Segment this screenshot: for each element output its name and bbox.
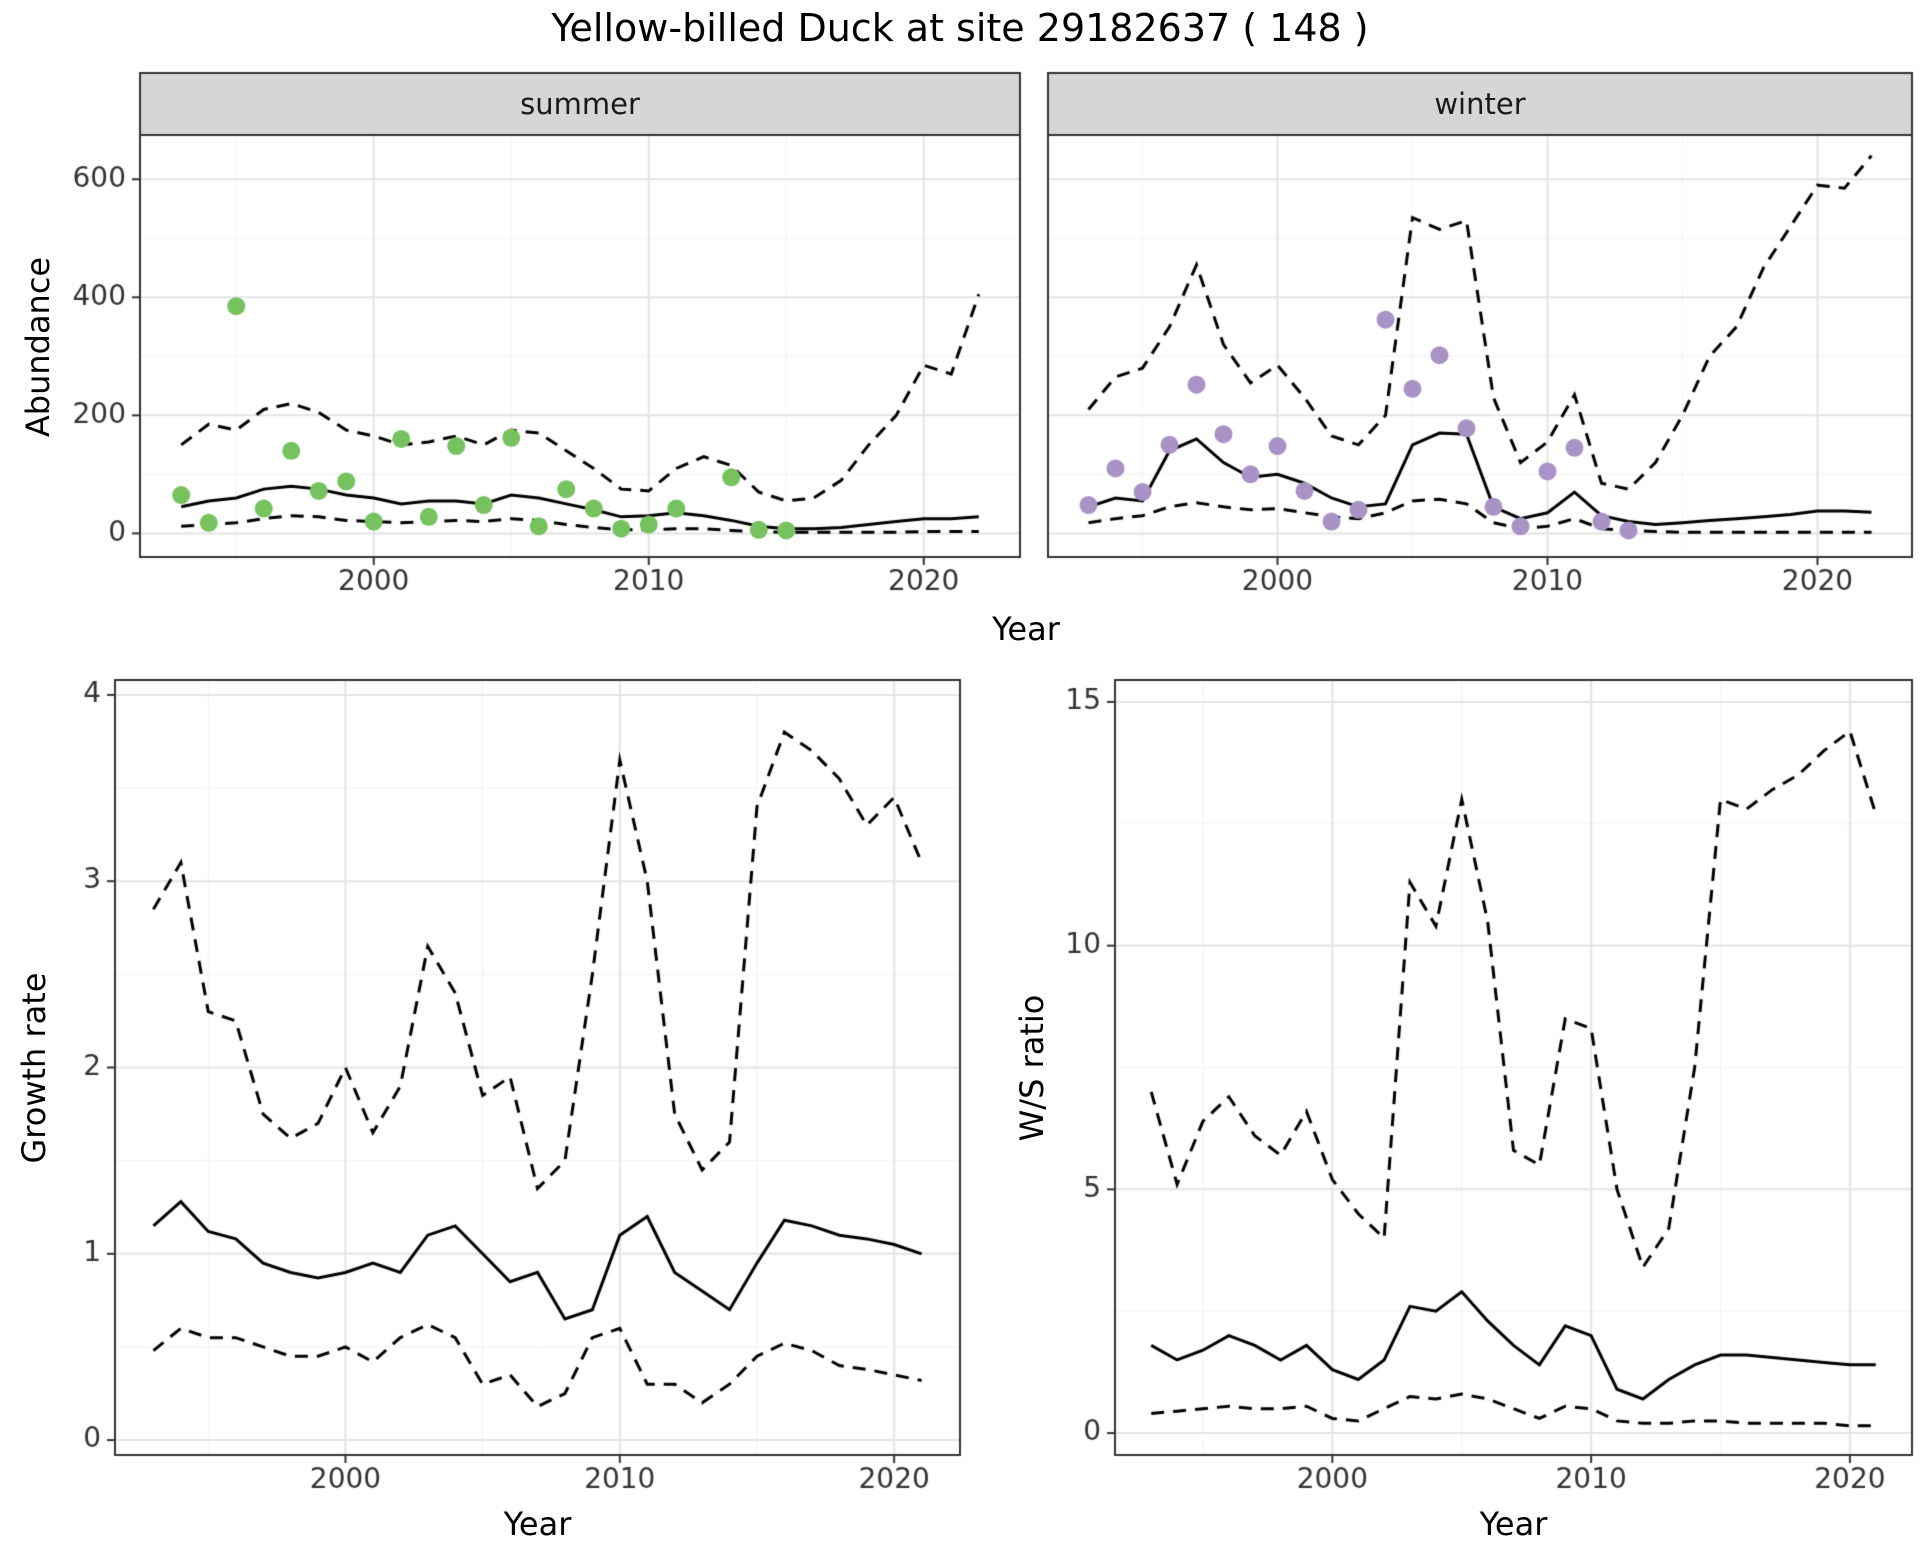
chart-canvas [0,0,1920,1560]
